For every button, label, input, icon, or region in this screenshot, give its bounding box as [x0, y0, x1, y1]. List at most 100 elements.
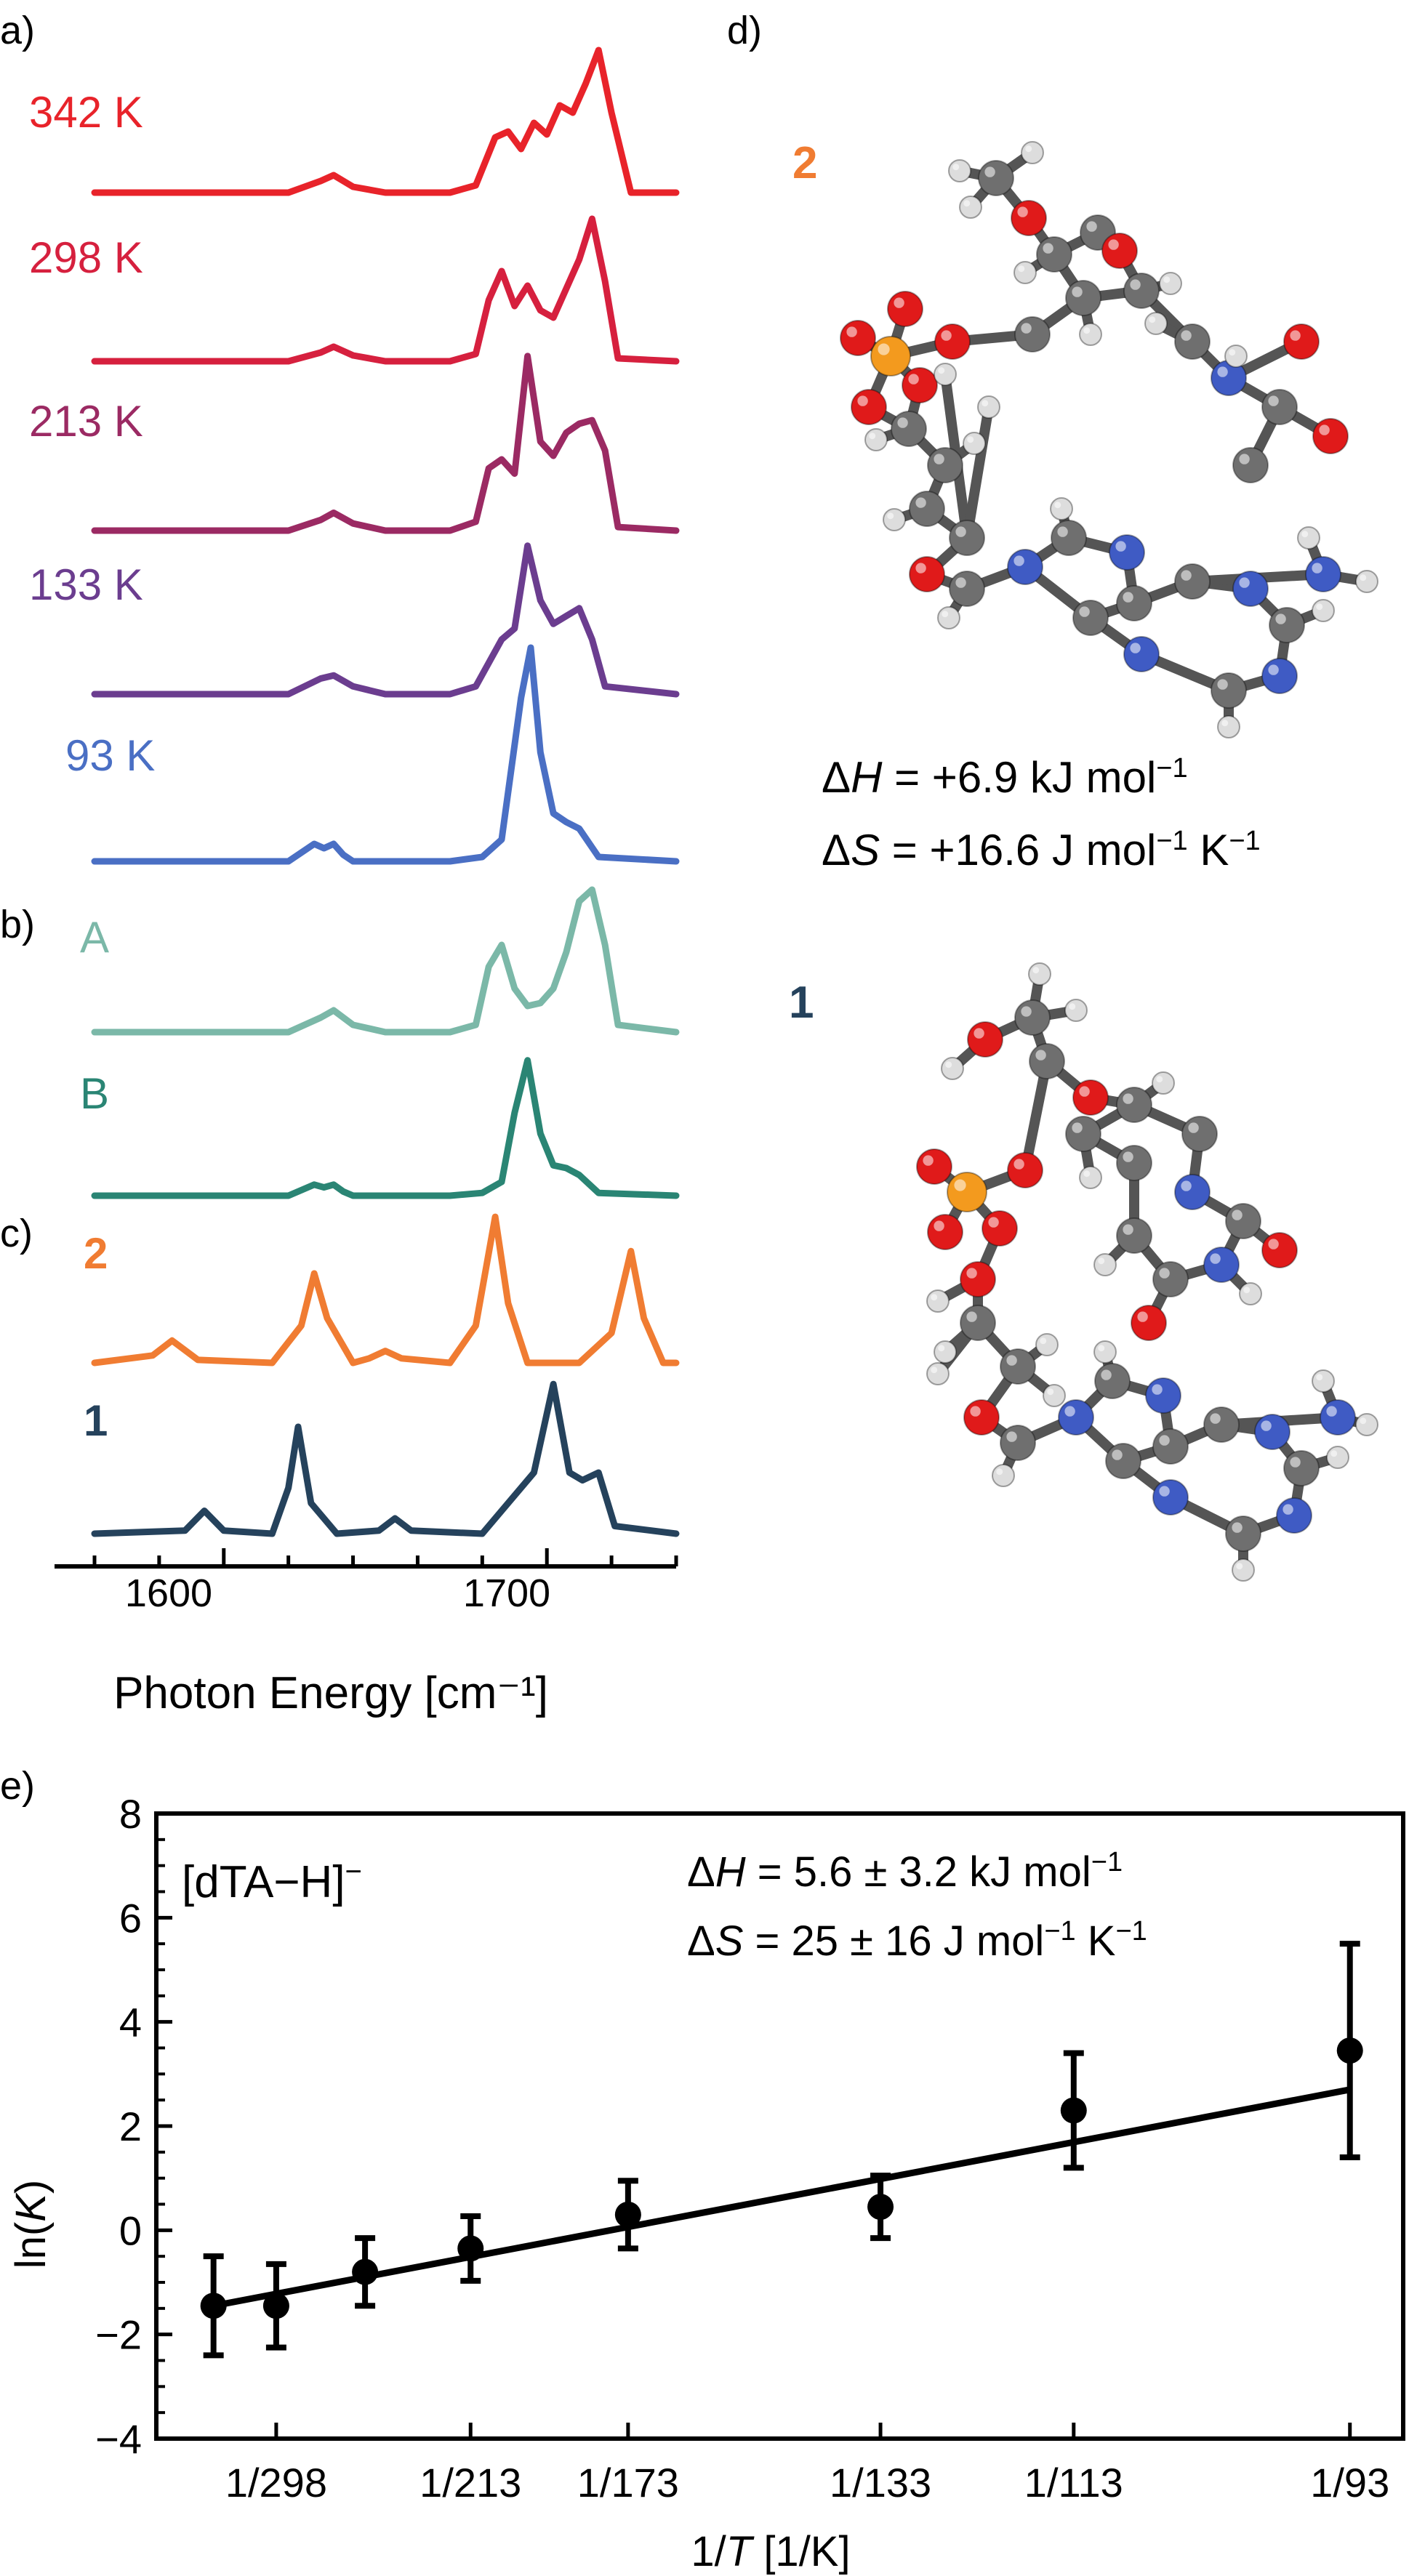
atom-highlight — [1236, 1563, 1243, 1570]
atom-H — [1217, 715, 1240, 738]
spectrum-line-342K — [91, 47, 680, 196]
atom-highlight — [1360, 1417, 1367, 1425]
atom-C — [1261, 389, 1298, 425]
y-tick-label: 8 — [119, 1791, 142, 1837]
structure-1-label: 1 — [789, 978, 814, 1028]
atom-highlight — [1239, 577, 1250, 588]
spectrum-line-298K — [91, 215, 680, 365]
atom-C — [1000, 1425, 1036, 1461]
atom-H — [1079, 1166, 1102, 1189]
atom-C — [949, 520, 985, 556]
atom-highlight — [1282, 1504, 1293, 1515]
atom-O — [982, 1210, 1018, 1247]
spectrum-line-2 — [91, 1213, 680, 1367]
atom-O — [1101, 233, 1138, 269]
atom-C — [1225, 1516, 1261, 1552]
atom-H — [1239, 1282, 1262, 1305]
atom-highlight — [1149, 316, 1156, 323]
atom-H — [963, 432, 986, 455]
atom-highlight — [966, 1268, 977, 1279]
label-A: A — [80, 913, 109, 962]
data-point — [457, 2235, 484, 2262]
atom-highlight — [963, 200, 971, 207]
atom-H — [1326, 1446, 1349, 1469]
atom-H — [1144, 312, 1168, 335]
atom-highlight — [1013, 1159, 1024, 1170]
atom-highlight — [1101, 1369, 1112, 1380]
atom-C — [1094, 1363, 1131, 1399]
atom-C — [1116, 1087, 1152, 1123]
atom-highlight — [1268, 1239, 1279, 1249]
atom-H — [1297, 526, 1320, 550]
atom-highlight — [897, 417, 908, 428]
atom-C — [1029, 1043, 1065, 1079]
atom-C — [1065, 1116, 1101, 1152]
atom-H — [864, 428, 888, 451]
atom-H — [937, 606, 960, 629]
atom-highlight — [869, 432, 876, 440]
atom-C — [1283, 1450, 1320, 1486]
atom-H — [1093, 1340, 1117, 1364]
panel-label-b: b) — [0, 903, 35, 946]
atom-C — [1036, 236, 1072, 273]
atom-C — [978, 160, 1014, 196]
atom-highlight — [1086, 221, 1097, 232]
atom-highlight — [1221, 720, 1229, 727]
atom-highlight — [931, 1294, 938, 1301]
atom-highlight — [1123, 1151, 1133, 1162]
data-point — [352, 2258, 379, 2285]
atom-highlight — [1232, 1522, 1243, 1533]
atom-H — [934, 363, 957, 386]
atom-O — [1131, 1305, 1167, 1341]
atom-highlight — [1239, 454, 1250, 464]
atom-O — [851, 389, 887, 425]
atom-N — [1305, 556, 1341, 592]
atom-highlight — [1290, 330, 1301, 341]
spectrum-line-A — [91, 886, 680, 1036]
atom-C — [1116, 585, 1152, 621]
panel-label-d: d) — [727, 9, 762, 52]
atom-highlight — [1035, 1050, 1046, 1060]
structure-2-label: 2 — [792, 138, 817, 188]
data-point — [200, 2293, 227, 2319]
atom-highlight — [1079, 1086, 1090, 1097]
atom-H — [1021, 141, 1044, 164]
atom-highlight — [1181, 570, 1192, 581]
atom-C — [1051, 520, 1087, 556]
atom-H — [1050, 497, 1073, 520]
y-tick-label: 4 — [119, 2000, 142, 2045]
atom-highlight — [1079, 606, 1090, 617]
atom-highlight — [1290, 1457, 1301, 1468]
label-B: B — [80, 1069, 109, 1118]
y-tick-label: −2 — [95, 2312, 142, 2358]
atom-highlight — [1123, 1224, 1133, 1235]
atom-highlight — [941, 330, 952, 341]
atom-O — [967, 1021, 1003, 1058]
atom-O — [1007, 1152, 1043, 1188]
atom-highlight — [1098, 1257, 1105, 1265]
atom-N — [1123, 636, 1160, 672]
atom-highlight — [966, 1311, 977, 1322]
atom-highlight — [915, 497, 926, 508]
atom-H — [1159, 272, 1182, 295]
vant-hoff-plot: −4 −2 0 2 4 6 8 1/298 1/213 1/173 1/133 1/113 1/93 — [95, 1791, 1405, 2505]
atom-highlight — [1021, 323, 1032, 334]
atom-highlight — [915, 563, 926, 573]
atom-highlight — [1013, 555, 1024, 566]
spectra-x-axis-label: Photon Energy [cm⁻¹] — [113, 1668, 548, 1718]
atom-highlight — [1243, 1287, 1251, 1294]
atom-N — [1152, 1479, 1189, 1516]
atom-O — [1011, 200, 1047, 236]
atom-O — [1312, 418, 1349, 454]
atom-C — [1232, 447, 1269, 483]
atom-highlight — [1312, 563, 1322, 573]
y-tick-label: 2 — [119, 2104, 142, 2149]
atom-highlight — [1115, 541, 1126, 552]
atom-highlight — [1217, 679, 1228, 690]
atom-highlight — [1006, 1431, 1017, 1442]
atom-C — [1181, 1116, 1218, 1152]
atom-H — [1312, 599, 1335, 622]
atom-highlight — [1123, 1093, 1133, 1104]
atom-highlight — [1017, 206, 1028, 217]
atom-highlight — [1261, 1420, 1272, 1431]
